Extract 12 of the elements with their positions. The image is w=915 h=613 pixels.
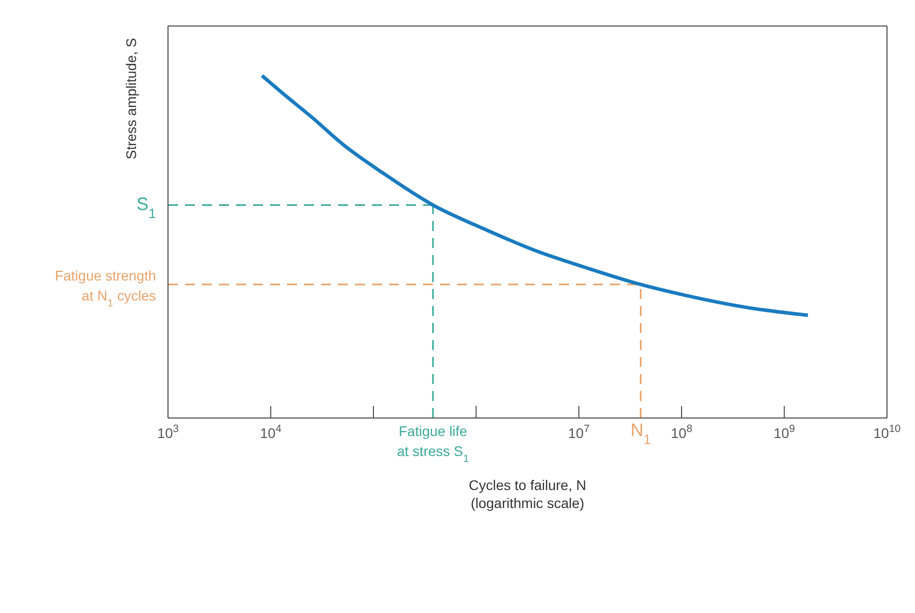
x-tick-label: 10$^{3}$ [157, 423, 179, 441]
ref-line-label: S$_{1}$ [136, 194, 156, 221]
ref-line-label: N$_{1}$ [630, 420, 651, 446]
ref-line-label: Fatigue strength at N$_{1}$ cycles [54, 267, 156, 310]
x-tick-label: 10$^{10}$ [873, 423, 901, 441]
x-tick-label: 10$^{9}$ [774, 423, 796, 441]
x-tick-label: 10$^{4}$ [260, 423, 282, 441]
y-axis-title: Stress amplitude, S [123, 38, 139, 160]
x-tick-label: 10$^{7}$ [568, 423, 590, 441]
x-tick-label: 10$^{8}$ [670, 423, 692, 441]
x-axis-title: Cycles to failure, N (logarithmic scale) [468, 477, 586, 511]
ref-line-label: Fatigue life at stress S$_{1}$ [396, 423, 470, 465]
